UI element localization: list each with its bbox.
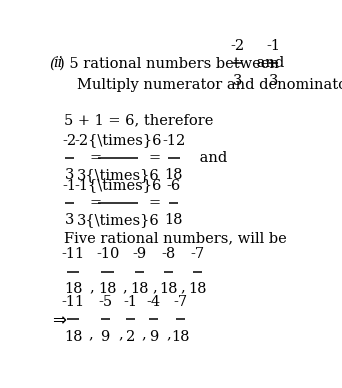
Text: -7: -7 [173,295,187,309]
Text: -11: -11 [62,248,85,262]
Text: 3{\times}6: 3{\times}6 [77,213,160,227]
Text: ,: , [181,281,186,294]
Text: Multiply numerator and denominator by: Multiply numerator and denominator by [77,78,342,92]
Text: -1: -1 [62,178,76,192]
Text: -10: -10 [96,248,119,262]
Text: 18: 18 [165,213,183,227]
Text: ii: ii [53,56,63,70]
Text: 18: 18 [64,282,82,296]
Text: -5: -5 [98,295,112,309]
Text: and: and [195,151,227,165]
Text: ,: , [152,281,157,294]
Text: -8: -8 [161,248,176,262]
Text: -1: -1 [266,39,280,53]
Text: -12: -12 [162,133,186,147]
Text: 9: 9 [149,330,158,344]
Text: =: = [149,196,161,210]
Text: ,: , [89,281,94,294]
Text: ,: , [142,328,146,342]
Text: 2: 2 [126,330,135,344]
Text: -2: -2 [62,133,76,147]
Text: 18: 18 [188,282,207,296]
Text: and: and [252,56,289,70]
Text: 3: 3 [65,213,74,227]
Text: -6: -6 [167,178,181,192]
Text: =: = [89,196,101,210]
Text: =: = [149,151,161,165]
Text: 18: 18 [64,330,82,344]
Text: 3: 3 [233,74,242,88]
Text: 18: 18 [165,168,183,182]
Text: -7: -7 [190,248,204,262]
Text: 18: 18 [159,282,178,296]
Text: ,: , [122,281,127,294]
Text: -4: -4 [146,295,161,309]
Text: 9: 9 [101,330,110,344]
Text: 18: 18 [171,330,189,344]
Text: ,: , [166,328,171,342]
Text: -1: -1 [123,295,137,309]
Text: $\Rightarrow$: $\Rightarrow$ [49,310,68,328]
Text: -9: -9 [132,248,147,262]
Text: -11: -11 [62,295,85,309]
Text: ) 5 rational numbers between: ) 5 rational numbers between [59,56,284,70]
Text: =: = [89,151,101,165]
Text: ,: , [89,328,94,342]
Text: Five rational numbers, will be: Five rational numbers, will be [64,232,287,246]
Text: 3: 3 [65,168,74,182]
Text: 3{\times}6: 3{\times}6 [77,168,160,182]
Text: 5 + 1 = 6, therefore: 5 + 1 = 6, therefore [64,113,213,127]
Text: -1{\times}6: -1{\times}6 [75,178,162,192]
Text: -2{\times}6: -2{\times}6 [75,133,162,147]
Text: 18: 18 [130,282,149,296]
Text: 3: 3 [269,74,278,88]
Text: 18: 18 [98,282,117,296]
Text: ,: , [119,328,123,342]
Text: -2: -2 [231,39,245,53]
Text: (: ( [49,56,55,70]
